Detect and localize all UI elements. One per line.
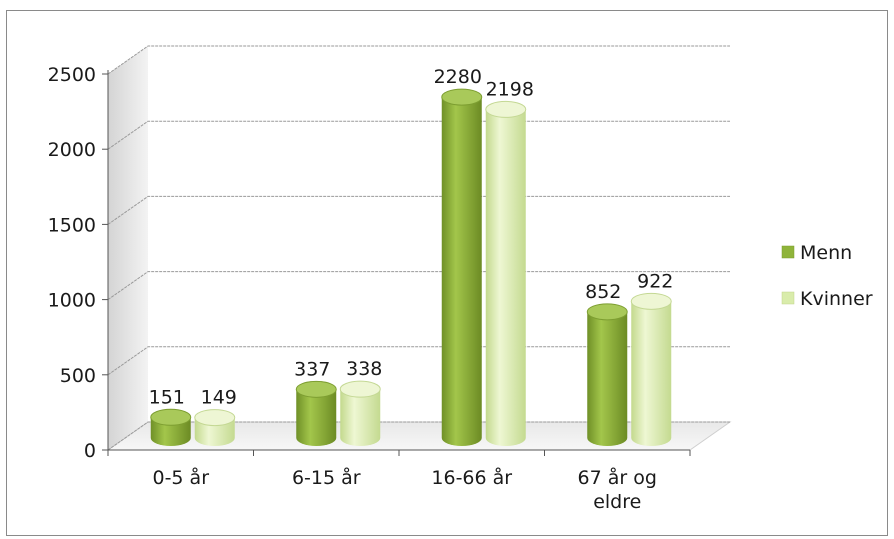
data-label: 922 (637, 270, 673, 292)
bar-cap (339, 380, 381, 398)
x-tick-label: 0-5 år (152, 466, 209, 489)
bars (150, 88, 672, 446)
bar (441, 88, 483, 446)
data-label: 149 (201, 387, 237, 409)
bar (295, 380, 337, 446)
bar-cap (441, 88, 483, 106)
gridline (107, 421, 730, 451)
bar-cap (630, 292, 672, 310)
gridline (107, 120, 730, 150)
bar-cap (586, 303, 628, 321)
bar (150, 408, 192, 446)
gridlines (107, 45, 730, 451)
data-label: 2280 (434, 66, 482, 88)
chart-backdrop (106, 46, 732, 451)
bar (630, 292, 672, 446)
data-label: 151 (149, 386, 185, 408)
y-tick-label: 500 (60, 365, 96, 387)
data-label: 852 (585, 281, 621, 303)
bar (194, 409, 236, 446)
y-tick-label: 2500 (48, 64, 96, 86)
bar-body (587, 311, 628, 446)
bar-body (296, 389, 337, 446)
gridline (107, 45, 730, 75)
data-label: 337 (294, 358, 330, 380)
legend-swatch (781, 291, 795, 305)
y-tick-label: 2000 (48, 139, 96, 161)
bar-cap (150, 408, 192, 426)
gridline (107, 271, 730, 301)
y-tick-label: 1000 (48, 290, 96, 312)
side-wall (108, 46, 148, 450)
y-tick-label: 1500 (48, 214, 96, 236)
y-tick-label: 0 (84, 440, 96, 462)
data-label: 2198 (486, 78, 534, 100)
x-tick-label: 16-66 år (431, 466, 512, 489)
bar-body (485, 109, 526, 446)
data-label: 338 (346, 358, 382, 380)
bar-cap (485, 100, 527, 118)
bar-body (631, 301, 672, 446)
back-wall (148, 46, 730, 422)
bar-body (441, 97, 482, 446)
bar (339, 380, 381, 446)
legend-swatch (781, 245, 795, 259)
bar-body (340, 389, 381, 446)
legend-label: Kvinner (800, 288, 873, 310)
bar (586, 303, 628, 446)
legend: Menn Kvinner (781, 242, 873, 310)
bar (485, 100, 527, 446)
legend-label: Menn (800, 242, 852, 264)
x-tick-label: 67 år og eldre (578, 466, 657, 513)
gridline (107, 195, 730, 225)
gridline (107, 346, 730, 376)
bar-cap (194, 409, 236, 427)
x-tick-label: 6-15 år (292, 466, 361, 489)
bar-cap (295, 380, 337, 398)
axes: 0 500 1000 1500 2000 2500 0-5 år 6-15 år 16-66 å… (48, 64, 691, 513)
